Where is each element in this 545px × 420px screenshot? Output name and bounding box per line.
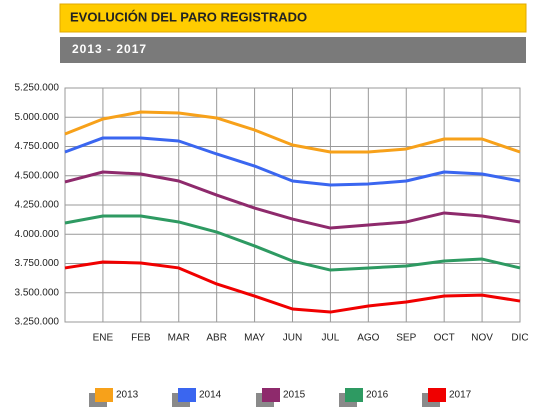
subtitle-bar	[60, 37, 526, 63]
series-line	[64, 214, 521, 272]
legend-label: 2015	[283, 390, 306, 401]
x-tick-label: AGO	[357, 333, 379, 344]
y-tick-label: 5.250.000	[15, 83, 60, 94]
x-tick-label: NOV	[471, 333, 493, 344]
x-tick-label: ABR	[206, 333, 227, 344]
legend-label: 2013	[116, 390, 139, 401]
legend-label: 2016	[366, 390, 389, 401]
chart-subtitle: 2013 - 2017	[72, 42, 147, 56]
series-line	[64, 170, 521, 230]
y-tick-label: 4.250.000	[15, 200, 60, 211]
series-line	[64, 110, 521, 154]
x-tick-label: SEP	[396, 333, 416, 344]
y-tick-label: 3.500.000	[15, 287, 60, 298]
legend-swatch	[95, 388, 113, 402]
y-tick-label: 3.750.000	[15, 258, 60, 269]
x-tick-label: DIC	[511, 333, 528, 344]
y-tick-label: 4.000.000	[15, 229, 60, 240]
legend-label: 2014	[199, 390, 222, 401]
legend-swatch	[178, 388, 196, 402]
y-tick-label: 4.500.000	[15, 170, 60, 181]
chart-title: EVOLUCIÓN DEL PARO REGISTRADO	[70, 9, 307, 24]
legend-swatch	[262, 388, 280, 402]
legend-swatch	[428, 388, 446, 402]
x-tick-label: MAR	[168, 333, 190, 344]
x-tick-label: ENE	[93, 333, 114, 344]
title-bar	[59, 3, 527, 33]
series-line	[64, 260, 521, 314]
x-tick-label: OCT	[434, 333, 455, 344]
x-tick-label: JUN	[283, 333, 302, 344]
legend-swatch	[345, 388, 363, 402]
x-tick-label: FEB	[131, 333, 151, 344]
legend-label: 2017	[449, 390, 472, 401]
y-tick-label: 5.000.000	[15, 112, 60, 123]
y-tick-label: 3.250.000	[15, 317, 60, 328]
y-tick-label: 4.750.000	[15, 141, 60, 152]
x-tick-label: MAY	[244, 333, 265, 344]
x-tick-label: JUL	[322, 333, 340, 344]
series-line	[64, 136, 521, 187]
